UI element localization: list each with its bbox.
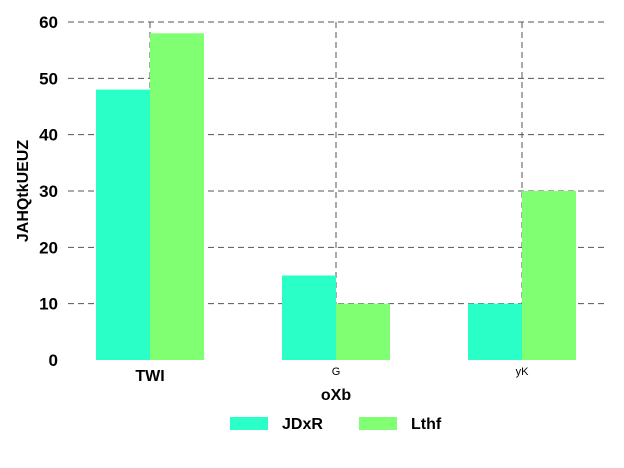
y-tick-label: 0: [49, 351, 58, 370]
y-axis-label: JAHQtkUEUZ: [15, 140, 32, 242]
x-axis-label: oXb: [321, 387, 351, 404]
legend-swatch-Lthf: [359, 417, 397, 430]
legend-label-JDxR: JDxR: [282, 416, 323, 433]
y-tick-label: 60: [39, 13, 58, 32]
x-tick-label: TWI: [135, 368, 164, 385]
y-tick-label: 30: [39, 182, 58, 201]
y-tick-label: 40: [39, 126, 58, 145]
y-tick-label: 50: [39, 69, 58, 88]
legend: JDxR Lthf: [230, 416, 442, 433]
bar-Lthf-G: [336, 303, 390, 360]
legend-label-Lthf: Lthf: [411, 416, 442, 433]
bar-Lthf-TWI: [150, 33, 204, 361]
y-tick-label: 10: [39, 295, 58, 314]
y-tick-label: 20: [39, 238, 58, 257]
x-tick-label: G: [332, 366, 341, 378]
bar-JDxR-TWI: [96, 89, 150, 360]
bars: [96, 33, 576, 361]
bar-JDxR-G: [282, 275, 336, 360]
x-tick-label: yK: [516, 366, 530, 378]
bar-JDxR-yK: [468, 303, 522, 360]
bar-Lthf-yK: [522, 191, 576, 360]
legend-swatch-JDxR: [230, 417, 268, 430]
